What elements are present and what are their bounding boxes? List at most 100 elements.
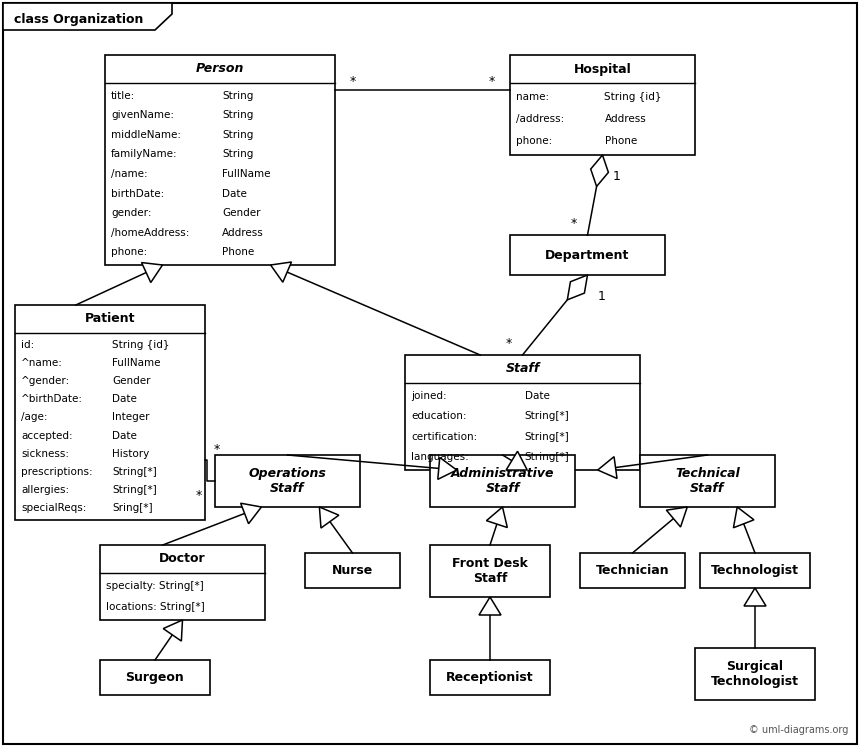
Text: String {id}: String {id} [605, 92, 662, 102]
Text: givenName:: givenName: [111, 111, 174, 120]
Text: © uml-diagrams.org: © uml-diagrams.org [748, 725, 848, 735]
Text: Address: Address [222, 228, 264, 238]
Text: certification:: certification: [411, 432, 477, 441]
Text: Gender: Gender [222, 208, 261, 218]
Bar [510, 235, 665, 275]
Text: specialReqs:: specialReqs: [21, 503, 86, 513]
Bar [430, 660, 550, 695]
Text: /homeAddress:: /homeAddress: [111, 228, 189, 238]
Text: ^birthDate:: ^birthDate: [21, 394, 83, 404]
Text: Hospital: Hospital [574, 63, 631, 75]
Text: /age:: /age: [21, 412, 47, 422]
Text: Nurse: Nurse [332, 564, 373, 577]
Polygon shape [479, 597, 501, 615]
Text: String: String [222, 90, 254, 101]
Bar [100, 545, 265, 620]
Bar [640, 455, 775, 507]
Polygon shape [591, 155, 608, 187]
Text: /name:: /name: [111, 169, 148, 179]
Text: Phone: Phone [222, 247, 255, 257]
Polygon shape [319, 507, 339, 528]
Text: ^name:: ^name: [21, 358, 63, 368]
Text: Date: Date [525, 391, 550, 401]
Text: phone:: phone: [516, 136, 552, 146]
Text: Technologist: Technologist [711, 564, 799, 577]
Text: allergies:: allergies: [21, 485, 69, 495]
Text: Date: Date [112, 394, 137, 404]
Text: Date: Date [222, 188, 247, 199]
Text: Department: Department [545, 249, 630, 261]
Polygon shape [163, 620, 182, 641]
Polygon shape [506, 451, 527, 470]
Bar [100, 660, 210, 695]
Text: *: * [488, 75, 495, 88]
Text: Doctor: Doctor [159, 553, 206, 565]
Bar [580, 553, 685, 588]
Text: 1: 1 [598, 291, 605, 303]
Text: String[*]: String[*] [525, 452, 569, 462]
Text: 1: 1 [612, 170, 620, 184]
Text: title:: title: [111, 90, 135, 101]
Text: History: History [112, 449, 150, 459]
Text: ^gender:: ^gender: [21, 376, 71, 386]
Text: prescriptions:: prescriptions: [21, 467, 93, 477]
Text: Receptionist: Receptionist [446, 671, 534, 684]
Text: joined:: joined: [411, 391, 446, 401]
Text: Surgeon: Surgeon [126, 671, 184, 684]
Text: Sring[*]: Sring[*] [112, 503, 152, 513]
Text: education:: education: [411, 412, 466, 421]
Text: Front Desk
Staff: Front Desk Staff [452, 557, 528, 585]
Text: accepted:: accepted: [21, 430, 72, 441]
Text: String: String [222, 130, 254, 140]
Text: familyName:: familyName: [111, 149, 178, 159]
Text: middleName:: middleName: [111, 130, 181, 140]
Bar [105, 55, 335, 265]
Polygon shape [241, 503, 261, 524]
Text: Address: Address [605, 114, 646, 124]
Text: Surgical
Technologist: Surgical Technologist [711, 660, 799, 688]
Text: name:: name: [516, 92, 550, 102]
Text: *: * [506, 336, 512, 350]
Polygon shape [598, 456, 617, 479]
Polygon shape [3, 3, 172, 30]
Text: Patient: Patient [85, 312, 135, 326]
Polygon shape [271, 262, 292, 282]
Text: *: * [350, 75, 356, 88]
Text: *: * [214, 444, 220, 456]
Text: Administrative
Staff: Administrative Staff [451, 467, 554, 495]
Text: phone:: phone: [111, 247, 147, 257]
Text: Integer: Integer [112, 412, 150, 422]
Bar [15, 305, 205, 520]
Polygon shape [142, 262, 163, 282]
Text: String[*]: String[*] [112, 485, 157, 495]
Text: String[*]: String[*] [112, 467, 157, 477]
Text: Person: Person [196, 63, 244, 75]
Bar [405, 355, 640, 470]
Text: String: String [222, 111, 254, 120]
Bar [305, 553, 400, 588]
Text: class Organization: class Organization [14, 13, 144, 26]
Polygon shape [744, 588, 766, 606]
Bar [430, 455, 575, 507]
Text: FullName: FullName [112, 358, 161, 368]
Text: *: * [570, 217, 576, 229]
Polygon shape [734, 507, 754, 528]
Text: Technical
Staff: Technical Staff [675, 467, 740, 495]
Text: specialty: String[*]: specialty: String[*] [106, 581, 204, 592]
Text: birthDate:: birthDate: [111, 188, 164, 199]
Text: Staff: Staff [506, 362, 540, 376]
Bar [695, 648, 815, 700]
Bar [510, 55, 695, 155]
Text: Date: Date [112, 430, 137, 441]
Text: gender:: gender: [111, 208, 151, 218]
Text: languages:: languages: [411, 452, 469, 462]
Text: Operations
Staff: Operations Staff [249, 467, 327, 495]
Text: locations: String[*]: locations: String[*] [106, 602, 205, 612]
Text: FullName: FullName [222, 169, 271, 179]
Polygon shape [487, 507, 507, 527]
Text: Phone: Phone [605, 136, 636, 146]
Bar [215, 455, 360, 507]
Bar [700, 553, 810, 588]
Text: String[*]: String[*] [525, 412, 569, 421]
Text: String[*]: String[*] [525, 432, 569, 441]
